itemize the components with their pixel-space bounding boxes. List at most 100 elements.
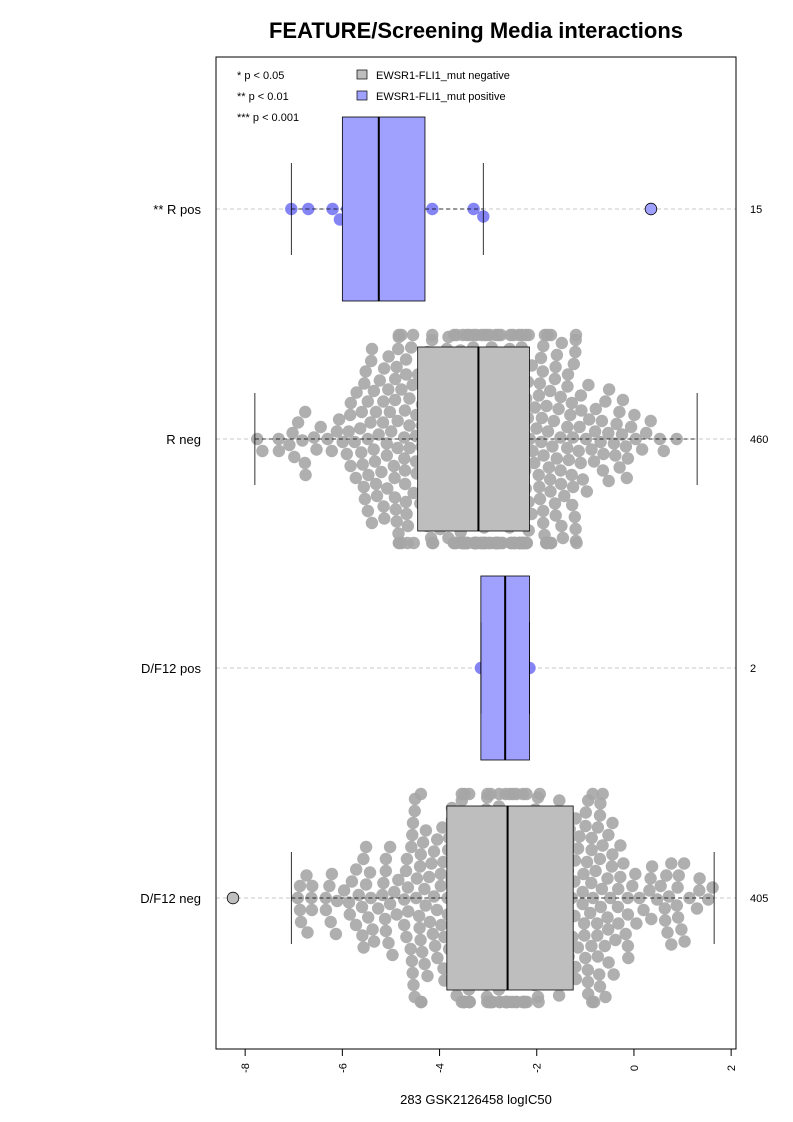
data-point <box>359 365 372 378</box>
data-point <box>398 893 411 906</box>
data-point <box>534 351 548 365</box>
data-point <box>359 840 373 854</box>
data-point <box>301 926 314 939</box>
data-point <box>587 995 601 1009</box>
data-point <box>554 477 568 491</box>
data-point <box>379 864 392 878</box>
data-point <box>391 441 404 455</box>
data-point <box>552 402 565 416</box>
group-count: 2 <box>750 663 756 675</box>
data-point <box>399 495 413 509</box>
data-point <box>305 903 319 917</box>
group-count: 460 <box>750 434 768 446</box>
data-point <box>595 414 609 428</box>
chart-title: FEATURE/Screening Media interactions <box>269 18 683 43</box>
data-point <box>389 372 402 386</box>
data-point <box>296 434 309 447</box>
data-point <box>660 869 673 882</box>
data-point <box>583 413 596 426</box>
x-tick-label: 0 <box>629 1065 641 1071</box>
data-point <box>390 360 403 374</box>
data-point <box>637 903 650 917</box>
data-point <box>572 444 585 458</box>
data-point <box>362 468 375 482</box>
data-point <box>658 902 671 915</box>
data-point <box>300 869 313 882</box>
data-point <box>434 867 447 881</box>
data-point <box>399 353 413 366</box>
data-point <box>385 425 398 438</box>
data-point <box>388 471 401 485</box>
data-point <box>621 891 634 905</box>
data-point <box>541 425 555 438</box>
data-point <box>596 464 610 477</box>
data-point <box>410 872 424 885</box>
data-point <box>319 891 332 905</box>
data-point <box>299 405 312 419</box>
data-point <box>597 447 610 461</box>
data-point <box>581 963 594 977</box>
data-point <box>533 377 547 390</box>
data-point <box>520 787 533 801</box>
data-point <box>392 873 405 887</box>
data-point <box>406 828 419 842</box>
data-point <box>615 428 629 441</box>
box <box>446 805 574 991</box>
data-point <box>554 464 567 477</box>
data-point <box>579 819 592 833</box>
data-point <box>540 399 553 413</box>
data-point <box>549 360 562 374</box>
data-point <box>566 480 580 494</box>
x-tick-label: -8 <box>240 1063 252 1073</box>
data-point <box>620 471 633 485</box>
grid-lines <box>216 208 736 899</box>
data-point <box>431 951 444 965</box>
data-point <box>343 908 356 921</box>
data-point <box>403 419 416 432</box>
data-point <box>380 449 393 462</box>
data-point <box>595 882 609 896</box>
data-point <box>593 968 606 981</box>
data-point <box>706 881 719 894</box>
data-point <box>553 794 566 807</box>
data-point <box>601 872 614 885</box>
data-point <box>379 924 393 938</box>
data-point <box>398 404 412 417</box>
x-tick-label: -6 <box>337 1063 349 1073</box>
data-point <box>602 923 615 936</box>
data-point <box>329 927 343 941</box>
data-point <box>670 899 683 912</box>
data-point <box>607 968 620 981</box>
data-point <box>535 411 549 425</box>
data-point <box>589 402 602 416</box>
box <box>341 116 426 302</box>
data-point <box>357 941 370 954</box>
data-point <box>398 918 411 932</box>
data-point <box>549 509 562 522</box>
data-point <box>520 536 534 550</box>
data-point <box>587 455 601 468</box>
data-point <box>605 860 619 873</box>
data-point <box>307 431 321 444</box>
data-point <box>357 852 370 866</box>
data-point <box>430 903 444 917</box>
data-point <box>520 995 534 1009</box>
data-point <box>369 405 383 419</box>
data-point <box>494 328 508 342</box>
data-point <box>291 891 304 905</box>
data-point <box>573 420 586 434</box>
data-point <box>626 879 639 893</box>
data-point <box>298 456 312 470</box>
data-point <box>361 395 374 408</box>
data-point <box>413 921 426 935</box>
data-point <box>369 477 383 491</box>
data-point <box>613 461 626 474</box>
data-point <box>418 957 431 971</box>
data-point <box>635 443 649 456</box>
data-point <box>395 383 408 396</box>
data-point <box>537 516 550 530</box>
data-point <box>621 939 635 953</box>
data-point <box>621 908 635 921</box>
data-point <box>569 345 582 359</box>
data-point <box>365 342 379 356</box>
